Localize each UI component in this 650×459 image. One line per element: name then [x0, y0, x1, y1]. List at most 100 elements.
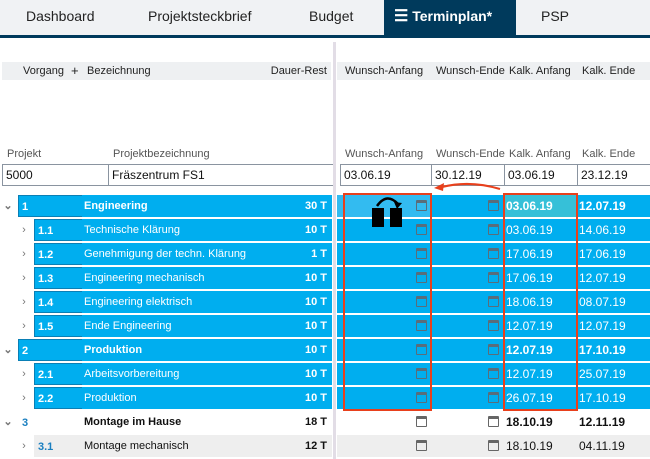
- wunsch-anfang-cell[interactable]: [337, 243, 431, 265]
- wunsch-ende-cell[interactable]: [431, 411, 503, 433]
- task-row[interactable]: ⌄ 2 Produktion 10 T: [0, 339, 333, 361]
- col-kalk-anfang[interactable]: Kalk. Anfang: [509, 65, 571, 77]
- wunsch-ende-cell[interactable]: [431, 243, 503, 265]
- calendar-icon[interactable]: [416, 296, 427, 307]
- calendar-icon[interactable]: [488, 296, 499, 307]
- wunsch-ende-cell[interactable]: [431, 195, 503, 217]
- col-bezeichnung[interactable]: Bezeichnung: [87, 65, 151, 77]
- calendar-icon[interactable]: [488, 368, 499, 379]
- wunsch-anfang-cell[interactable]: [337, 267, 431, 289]
- col-kalk-ende[interactable]: Kalk. Ende: [582, 65, 636, 77]
- tab-psp[interactable]: PSP: [541, 8, 570, 24]
- calendar-icon[interactable]: [416, 440, 427, 451]
- project-kalk-ende-field[interactable]: 23.12.19: [577, 165, 650, 185]
- calendar-icon[interactable]: [416, 392, 427, 403]
- calendar-icon[interactable]: [488, 320, 499, 331]
- wunsch-ende-cell[interactable]: [431, 291, 503, 313]
- tab-projektsteckbrief[interactable]: Projektsteckbrief: [148, 8, 252, 24]
- task-row[interactable]: ⌄ 3 Montage im Hause 18 T: [0, 411, 333, 433]
- close-icon[interactable]: ✕: [402, 41, 414, 57]
- wunsch-ende-cell[interactable]: [431, 219, 503, 241]
- task-name[interactable]: Ende Engineering: [84, 320, 172, 332]
- calendar-icon[interactable]: [416, 224, 427, 235]
- calendar-icon[interactable]: [488, 248, 499, 259]
- col-wunsch-anfang[interactable]: Wunsch-Anfang: [345, 65, 424, 77]
- task-row[interactable]: ⌄ 1 Engineering 30 T: [0, 195, 333, 217]
- wunsch-anfang-cell[interactable]: [337, 291, 431, 313]
- task-name[interactable]: Engineering mechanisch: [84, 272, 205, 284]
- task-row[interactable]: › 1.5 Ende Engineering 10 T: [0, 315, 333, 337]
- tab-dashboard[interactable]: Dashboard: [26, 8, 95, 24]
- wunsch-anfang-cell[interactable]: [337, 411, 431, 433]
- wunsch-anfang-cell[interactable]: [337, 195, 431, 217]
- task-name[interactable]: Montage im Hause: [84, 416, 182, 428]
- calendar-icon[interactable]: [488, 224, 499, 235]
- chevron-right-icon[interactable]: ›: [22, 224, 26, 236]
- chevron-down-icon[interactable]: ⌄: [3, 344, 13, 356]
- task-row[interactable]: › 2.2 Produktion 10 T: [0, 387, 333, 409]
- col-dauer-rest[interactable]: Dauer-Rest: [270, 65, 327, 77]
- chevron-right-icon[interactable]: ›: [22, 320, 26, 332]
- wunsch-ende-cell[interactable]: [431, 339, 503, 361]
- col-wunsch-ende[interactable]: Wunsch-Ende: [436, 65, 505, 77]
- tab-budget[interactable]: Budget: [309, 8, 354, 24]
- task-name[interactable]: Arbeitsvorbereitung: [84, 368, 180, 380]
- wunsch-ende-cell[interactable]: [431, 267, 503, 289]
- task-duration: 1 T: [311, 248, 327, 260]
- wunsch-ende-cell[interactable]: [431, 435, 503, 457]
- task-row[interactable]: › 3.1 Montage mechanisch 12 T: [0, 435, 333, 457]
- project-wunsch-anfang-field[interactable]: 03.06.19: [340, 165, 431, 185]
- project-kalk-anfang-field[interactable]: 03.06.19: [504, 165, 577, 185]
- chevron-down-icon[interactable]: ⌄: [3, 200, 13, 212]
- calendar-icon[interactable]: [488, 392, 499, 403]
- task-name[interactable]: Technische Klärung: [84, 224, 181, 236]
- wunsch-anfang-cell[interactable]: [337, 435, 431, 457]
- tab-terminplan[interactable]: ☰ Terminplan* ✕: [384, 0, 516, 57]
- col-vorgang[interactable]: Vorgang: [23, 65, 64, 77]
- task-name[interactable]: Engineering elektrisch: [84, 296, 193, 308]
- pane-splitter[interactable]: [333, 42, 336, 459]
- wunsch-anfang-cell[interactable]: [337, 339, 431, 361]
- wunsch-anfang-cell[interactable]: [337, 363, 431, 385]
- calendar-icon[interactable]: [488, 200, 499, 211]
- wunsch-ende-cell[interactable]: [431, 363, 503, 385]
- task-row[interactable]: › 2.1 Arbeitsvorbereitung 10 T: [0, 363, 333, 385]
- wunsch-ende-cell[interactable]: [431, 387, 503, 409]
- chevron-right-icon[interactable]: ›: [22, 440, 26, 452]
- task-name[interactable]: Produktion: [84, 392, 137, 404]
- calendar-icon[interactable]: [416, 248, 427, 259]
- wunsch-anfang-cell[interactable]: [337, 387, 431, 409]
- calendar-icon[interactable]: [488, 272, 499, 283]
- task-name[interactable]: Montage mechanisch: [84, 440, 189, 452]
- project-number-field[interactable]: 5000: [2, 165, 108, 185]
- calendar-icon[interactable]: [488, 344, 499, 355]
- project-name-field[interactable]: Fräszentrum FS1: [108, 165, 333, 185]
- calendar-icon[interactable]: [416, 272, 427, 283]
- project-wunsch-ende-field[interactable]: 30.12.19: [431, 165, 504, 185]
- task-row[interactable]: › 1.4 Engineering elektrisch 10 T: [0, 291, 333, 313]
- task-name[interactable]: Engineering: [84, 200, 148, 212]
- calendar-icon[interactable]: [416, 200, 427, 211]
- calendar-icon[interactable]: [416, 320, 427, 331]
- task-row[interactable]: › 1.2 Genehmigung der techn. Klärung 1 T: [0, 243, 333, 265]
- wunsch-anfang-cell[interactable]: [337, 219, 431, 241]
- calendar-icon[interactable]: [416, 416, 427, 427]
- calendar-icon[interactable]: [488, 416, 499, 427]
- chevron-right-icon[interactable]: ›: [22, 296, 26, 308]
- chevron-right-icon[interactable]: ›: [22, 392, 26, 404]
- chevron-right-icon[interactable]: ›: [22, 368, 26, 380]
- wunsch-ende-cell[interactable]: [431, 315, 503, 337]
- chevron-down-icon[interactable]: ⌄: [3, 416, 13, 428]
- menu-icon[interactable]: ☰: [394, 8, 409, 25]
- task-name[interactable]: Produktion: [84, 344, 143, 356]
- task-row[interactable]: › 1.1 Technische Klärung 10 T: [0, 219, 333, 241]
- calendar-icon[interactable]: [488, 440, 499, 451]
- task-row[interactable]: › 1.3 Engineering mechanisch 10 T: [0, 267, 333, 289]
- calendar-icon[interactable]: [416, 368, 427, 379]
- chevron-right-icon[interactable]: ›: [22, 272, 26, 284]
- chevron-right-icon[interactable]: ›: [22, 248, 26, 260]
- wunsch-anfang-cell[interactable]: [337, 315, 431, 337]
- task-name[interactable]: Genehmigung der techn. Klärung: [84, 248, 247, 260]
- calendar-icon[interactable]: [416, 344, 427, 355]
- add-icon[interactable]: +: [71, 63, 79, 78]
